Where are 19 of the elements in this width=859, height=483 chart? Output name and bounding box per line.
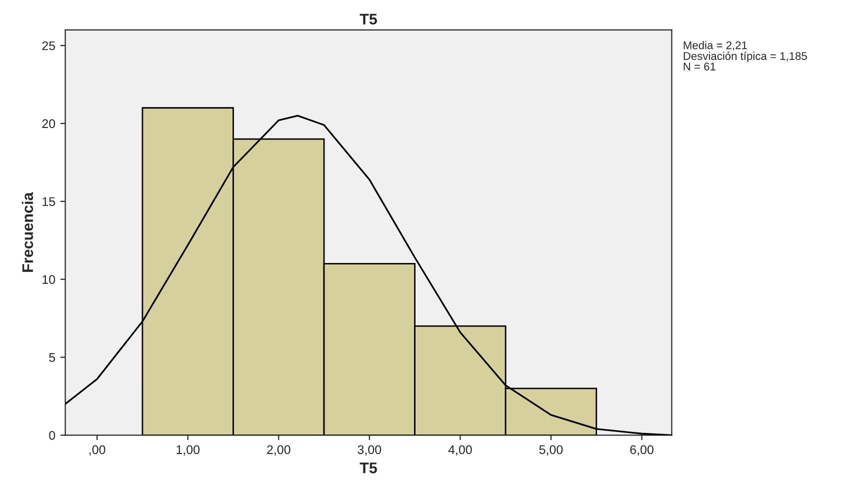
text: Desviación típica = 1,185 [684, 52, 807, 62]
y-tick-label: 5 [49, 353, 56, 362]
x-tick-label: 1,00 [176, 445, 200, 456]
y-tick-label: 10 [42, 275, 56, 284]
y-tick-label: 0 [49, 430, 56, 440]
x-axis-title: T5 [360, 462, 377, 474]
x-tick-label: 5,00 [539, 445, 563, 456]
text: Media = 2,21 [684, 41, 747, 51]
y-tick-label: 15 [42, 197, 56, 206]
x-tick-label: ,00 [89, 445, 106, 456]
y-tick-label: 20 [42, 119, 56, 128]
text: N = 61 [684, 62, 716, 70]
chart-title: T5 [360, 14, 377, 25]
y-axis-title: Frecuencia [22, 192, 34, 272]
x-tick-label: 2,00 [267, 445, 290, 456]
x-tick-label: 6,00 [630, 445, 654, 456]
x-tick-label: 4,00 [448, 445, 472, 456]
x-tick-label: 3,00 [358, 445, 382, 456]
y-tick-label: 25 [42, 41, 56, 50]
